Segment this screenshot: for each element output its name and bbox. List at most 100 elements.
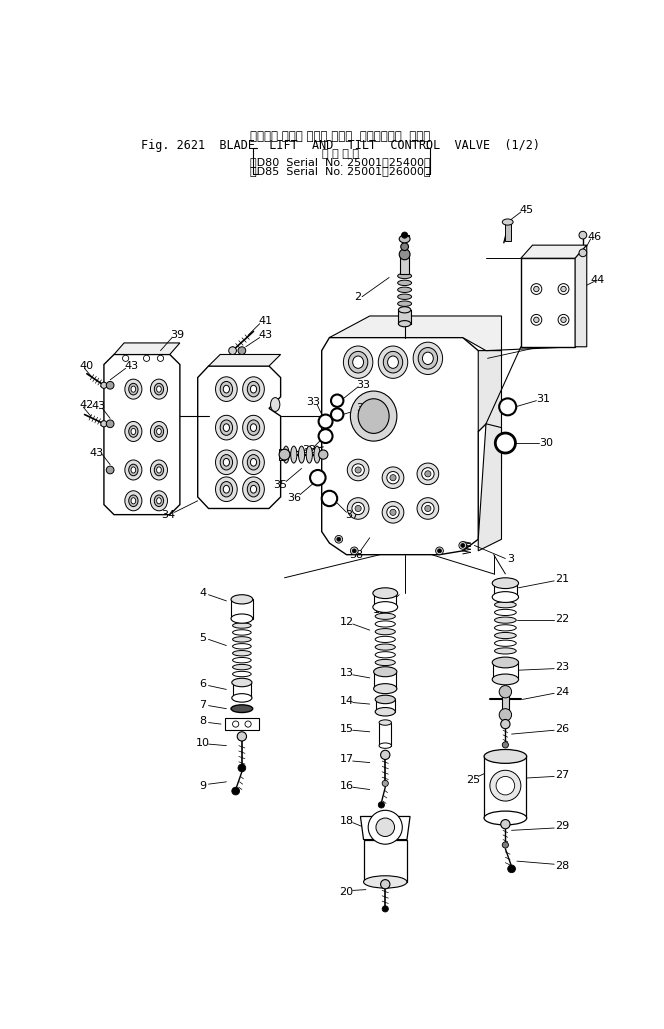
Ellipse shape — [492, 674, 519, 685]
Text: 43: 43 — [92, 401, 106, 411]
Ellipse shape — [247, 382, 260, 397]
Circle shape — [390, 509, 396, 516]
Ellipse shape — [220, 420, 232, 435]
Ellipse shape — [319, 450, 328, 459]
Circle shape — [579, 249, 587, 256]
Bar — [505, 223, 511, 241]
Ellipse shape — [232, 671, 251, 677]
Ellipse shape — [492, 658, 519, 668]
Ellipse shape — [232, 678, 252, 686]
Ellipse shape — [349, 351, 368, 372]
Circle shape — [390, 474, 396, 481]
Text: 32: 32 — [302, 445, 316, 455]
Ellipse shape — [242, 377, 264, 401]
Text: 43: 43 — [258, 330, 272, 341]
Ellipse shape — [495, 617, 516, 624]
Bar — [376, 700, 394, 712]
Text: 13: 13 — [339, 668, 353, 678]
Text: （D85  Serial  No. 25001～26000）: （D85 Serial No. 25001～26000） — [250, 166, 430, 176]
Ellipse shape — [129, 426, 138, 437]
Ellipse shape — [279, 450, 290, 460]
Ellipse shape — [375, 644, 395, 650]
Circle shape — [352, 502, 365, 514]
Ellipse shape — [388, 356, 398, 368]
Ellipse shape — [375, 620, 395, 627]
Circle shape — [378, 802, 384, 808]
Ellipse shape — [250, 424, 256, 431]
Circle shape — [157, 355, 163, 361]
Ellipse shape — [154, 464, 163, 475]
Text: 31: 31 — [537, 394, 550, 404]
Ellipse shape — [129, 495, 138, 506]
Ellipse shape — [216, 450, 237, 474]
Circle shape — [232, 787, 240, 795]
Text: 46: 46 — [588, 232, 602, 242]
Text: 16: 16 — [339, 781, 353, 790]
Text: 21: 21 — [555, 574, 569, 584]
Ellipse shape — [413, 343, 443, 375]
Circle shape — [382, 780, 388, 786]
Circle shape — [502, 842, 509, 848]
Ellipse shape — [154, 495, 163, 506]
Circle shape — [501, 819, 510, 828]
Text: 36: 36 — [288, 493, 301, 503]
Circle shape — [531, 284, 542, 294]
Ellipse shape — [125, 379, 142, 399]
Ellipse shape — [375, 708, 395, 716]
Circle shape — [351, 547, 358, 555]
Text: 29: 29 — [555, 821, 569, 831]
Ellipse shape — [375, 629, 395, 635]
Text: 37: 37 — [345, 509, 359, 520]
Text: 28: 28 — [555, 861, 569, 871]
Ellipse shape — [220, 382, 232, 397]
Circle shape — [369, 810, 402, 844]
Polygon shape — [208, 354, 281, 366]
Circle shape — [382, 467, 404, 489]
Circle shape — [401, 243, 408, 250]
Bar — [364, 840, 407, 882]
Bar — [501, 691, 509, 715]
Text: 24: 24 — [555, 686, 569, 697]
Ellipse shape — [125, 460, 142, 480]
Circle shape — [380, 880, 390, 889]
Ellipse shape — [484, 811, 527, 825]
Text: 12: 12 — [339, 617, 353, 628]
Text: 43: 43 — [124, 361, 138, 371]
Circle shape — [399, 249, 410, 259]
Ellipse shape — [129, 464, 138, 475]
Polygon shape — [329, 316, 501, 351]
Ellipse shape — [499, 398, 516, 416]
Circle shape — [436, 547, 444, 555]
Ellipse shape — [151, 422, 167, 441]
Circle shape — [558, 315, 569, 325]
Ellipse shape — [223, 459, 230, 466]
Ellipse shape — [373, 588, 398, 599]
Ellipse shape — [495, 433, 515, 453]
Circle shape — [499, 685, 511, 698]
Circle shape — [143, 355, 149, 361]
Ellipse shape — [379, 720, 392, 725]
Ellipse shape — [242, 476, 264, 501]
Ellipse shape — [220, 455, 232, 470]
Text: 39: 39 — [171, 330, 185, 341]
Ellipse shape — [131, 467, 135, 473]
Text: 14: 14 — [339, 696, 353, 706]
Ellipse shape — [298, 447, 305, 463]
Ellipse shape — [351, 391, 397, 441]
Text: 30: 30 — [539, 438, 554, 448]
Circle shape — [106, 466, 114, 473]
Ellipse shape — [383, 351, 402, 372]
Circle shape — [561, 317, 566, 322]
Ellipse shape — [314, 447, 320, 463]
Text: 18: 18 — [339, 816, 353, 826]
Ellipse shape — [418, 348, 438, 369]
Polygon shape — [478, 424, 501, 551]
Circle shape — [417, 498, 439, 520]
Text: 4: 4 — [200, 589, 207, 598]
Text: ブレード リフト および チルト  コントロール  バルブ: ブレード リフト および チルト コントロール バルブ — [250, 130, 430, 143]
Ellipse shape — [131, 428, 135, 434]
Text: 22: 22 — [555, 614, 569, 625]
Ellipse shape — [343, 346, 373, 379]
Ellipse shape — [232, 694, 252, 702]
Text: 7: 7 — [200, 700, 207, 710]
